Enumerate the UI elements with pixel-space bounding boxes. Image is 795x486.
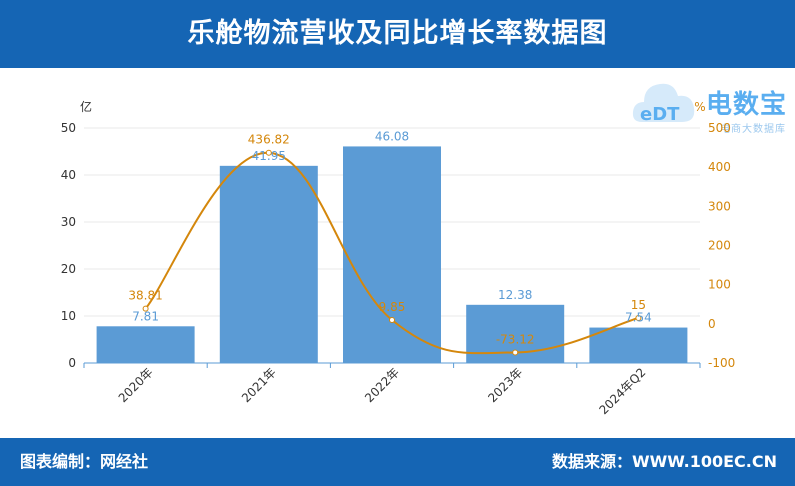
x-tick-label: 2020年 (116, 365, 156, 405)
y-left-tick-label: 40 (61, 168, 76, 182)
y-right-tick-label: -100 (708, 356, 735, 370)
y-right-tick-label: 0 (708, 317, 716, 331)
line-point (142, 305, 149, 312)
y-left-tick-label: 50 (61, 121, 76, 135)
y-left-tick-label: 0 (68, 356, 76, 370)
y-right-unit: % (694, 100, 705, 114)
line-data-label: 436.82 (248, 133, 290, 147)
logo-mark-text: eDT (640, 104, 680, 125)
bar-data-label: 12.38 (498, 288, 532, 302)
line-data-label: 9.85 (379, 300, 406, 314)
x-tick-label: 2024年Q2 (596, 365, 648, 417)
header-bar: 乐舱物流营收及同比增长率数据图 (0, 0, 795, 68)
line-point (389, 316, 395, 323)
line-point (265, 149, 272, 156)
bar-data-label: 41.95 (252, 149, 286, 163)
footer-data-source: 数据来源：WWW.100EC.CN (551, 452, 777, 471)
x-tick-label: 2022年 (362, 365, 402, 405)
line-point (512, 349, 519, 356)
logo-subtitle: 电商大数据库 (720, 124, 786, 135)
x-tick-label: 2021年 (239, 365, 279, 405)
logo-text: 电数宝 (706, 90, 788, 120)
y-right-tick-label: 400 (708, 160, 731, 174)
line-data-label: 15 (631, 298, 646, 312)
y-right-tick-label: 200 (708, 239, 731, 253)
y-left-tick-label: 30 (61, 215, 76, 229)
line-data-label: 38.81 (128, 289, 162, 303)
footer-bar: 图表编制：网经社 数据来源：WWW.100EC.CN (0, 438, 795, 486)
y-right-tick-label: 100 (708, 278, 731, 292)
line-data-label: -73.12 (496, 332, 535, 346)
x-tick-label: 2023年 (485, 365, 525, 405)
bar-data-label: 7.81 (132, 309, 159, 323)
growth-rate-line (144, 151, 639, 355)
bar-data-label: 7.54 (625, 311, 652, 325)
bar (219, 165, 318, 363)
bar (343, 146, 441, 363)
bar (96, 326, 195, 363)
bar (589, 327, 688, 363)
y-left-tick-label: 10 (61, 309, 76, 323)
logo: eDT 电数宝 电商大数据库 (630, 72, 790, 136)
y-left-tick-label: 20 (61, 262, 76, 276)
bar-data-label: 46.08 (375, 129, 409, 143)
y-left-unit: 亿 (80, 99, 92, 114)
cloud-logo-icon: eDT (632, 83, 695, 125)
y-right-tick-label: 500 (708, 121, 731, 135)
line-point (635, 314, 642, 321)
page-title: 乐舱物流营收及同比增长率数据图 (187, 18, 608, 49)
y-right-tick-label: 300 (708, 199, 731, 213)
footer-source-editor: 图表编制：网经社 (20, 452, 149, 471)
revenue-growth-chart: 2020年 2021年 2022年 2023年 2024年Q2 01020304050 … (61, 99, 736, 417)
